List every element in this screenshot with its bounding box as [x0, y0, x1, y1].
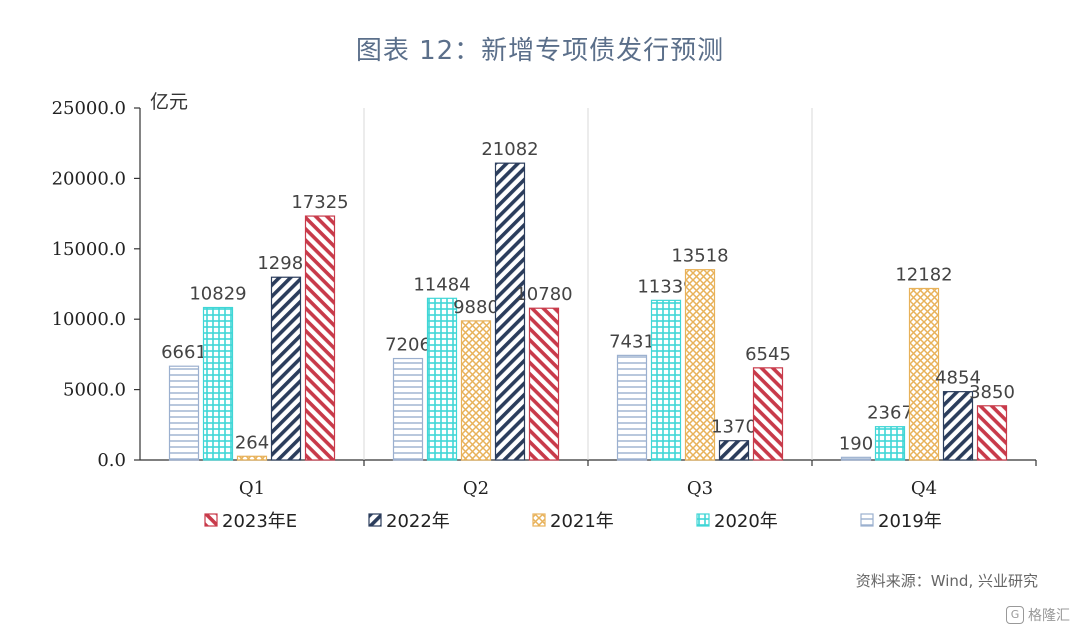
data-label: 2367: [867, 403, 913, 424]
data-label: 3850: [969, 382, 1015, 403]
bar-2019年-Q3: [616, 354, 648, 461]
data-label: 11339: [637, 276, 694, 297]
data-label: 190: [839, 433, 873, 454]
legend-swatch: [204, 513, 218, 527]
bar-2019年-Q2: [392, 357, 424, 461]
y-tick-label: 25000.0: [52, 98, 126, 119]
legend-swatch: [696, 513, 710, 527]
legend-swatch: [860, 513, 874, 527]
legend-swatch: [532, 513, 546, 527]
x-tick-label: Q3: [687, 478, 713, 499]
legend-label: 2021年: [550, 511, 614, 532]
y-tick-label: 5000.0: [63, 380, 126, 401]
y-tick-label: 0.0: [97, 450, 126, 471]
data-label: 17325: [291, 192, 348, 213]
x-tick-label: Q4: [911, 478, 937, 499]
watermark-logo-icon: G: [1006, 606, 1024, 624]
bar-2019年-Q1: [168, 365, 200, 461]
data-label: 6661: [161, 342, 207, 363]
bar-2020年-Q1: [202, 306, 234, 461]
legend-label: 2019年: [878, 511, 942, 532]
source-note: 资料来源：Wind, 兴业研究: [855, 572, 1038, 590]
bar-2021年-Q4: [908, 287, 940, 461]
data-label: 21082: [481, 139, 538, 160]
bar-2023年E-Q3: [752, 367, 784, 461]
bar-2023年E-Q2: [528, 307, 560, 461]
x-tick-label: Q2: [463, 478, 489, 499]
data-label: 10829: [189, 284, 246, 305]
chart-title: 图表 12：新增专项债发行预测: [355, 36, 725, 66]
bar-2020年-Q4: [874, 426, 906, 461]
y-tick-label: 10000.0: [52, 309, 126, 330]
watermark-text: 格隆汇: [1028, 608, 1070, 624]
watermark: G 格隆汇: [1006, 605, 1070, 625]
bar-2021年-Q3: [684, 269, 716, 461]
data-label: 11484: [413, 274, 470, 295]
y-tick-label: 20000.0: [52, 168, 126, 189]
bar-2023年E-Q4: [976, 405, 1008, 461]
y-unit-label: 亿元: [150, 91, 188, 113]
data-label: 264: [235, 432, 269, 453]
bar-2022年-Q4: [942, 391, 974, 461]
data-label: 13518: [671, 246, 728, 267]
legend-label: 2020年: [714, 511, 778, 532]
bar-2019年-Q4: [840, 456, 872, 461]
legend-swatch: [368, 513, 382, 527]
data-label: 4854: [935, 368, 981, 389]
data-label: 7431: [609, 331, 655, 352]
bar-2020年-Q3: [650, 299, 682, 461]
bar-2021年-Q2: [460, 320, 492, 461]
data-label: 7206: [385, 335, 431, 356]
bar-2021年-Q1: [236, 455, 268, 461]
legend-label: 2023年E: [222, 511, 297, 532]
legend-label: 2022年: [386, 511, 450, 532]
data-label: 1370: [711, 417, 757, 438]
data-label: 9880: [453, 297, 499, 318]
data-label: 10780: [515, 284, 572, 305]
x-tick-label: Q1: [239, 478, 265, 499]
data-label: 12981: [257, 253, 314, 274]
bar-2023年E-Q1: [304, 215, 336, 461]
bar-2022年-Q1: [270, 276, 302, 461]
y-tick-label: 15000.0: [52, 239, 126, 260]
bar-2020年-Q2: [426, 297, 458, 461]
bar-2022年-Q2: [494, 162, 526, 461]
bar-2022年-Q3: [718, 440, 750, 461]
data-label: 12182: [895, 264, 952, 285]
data-label: 6545: [745, 344, 791, 365]
